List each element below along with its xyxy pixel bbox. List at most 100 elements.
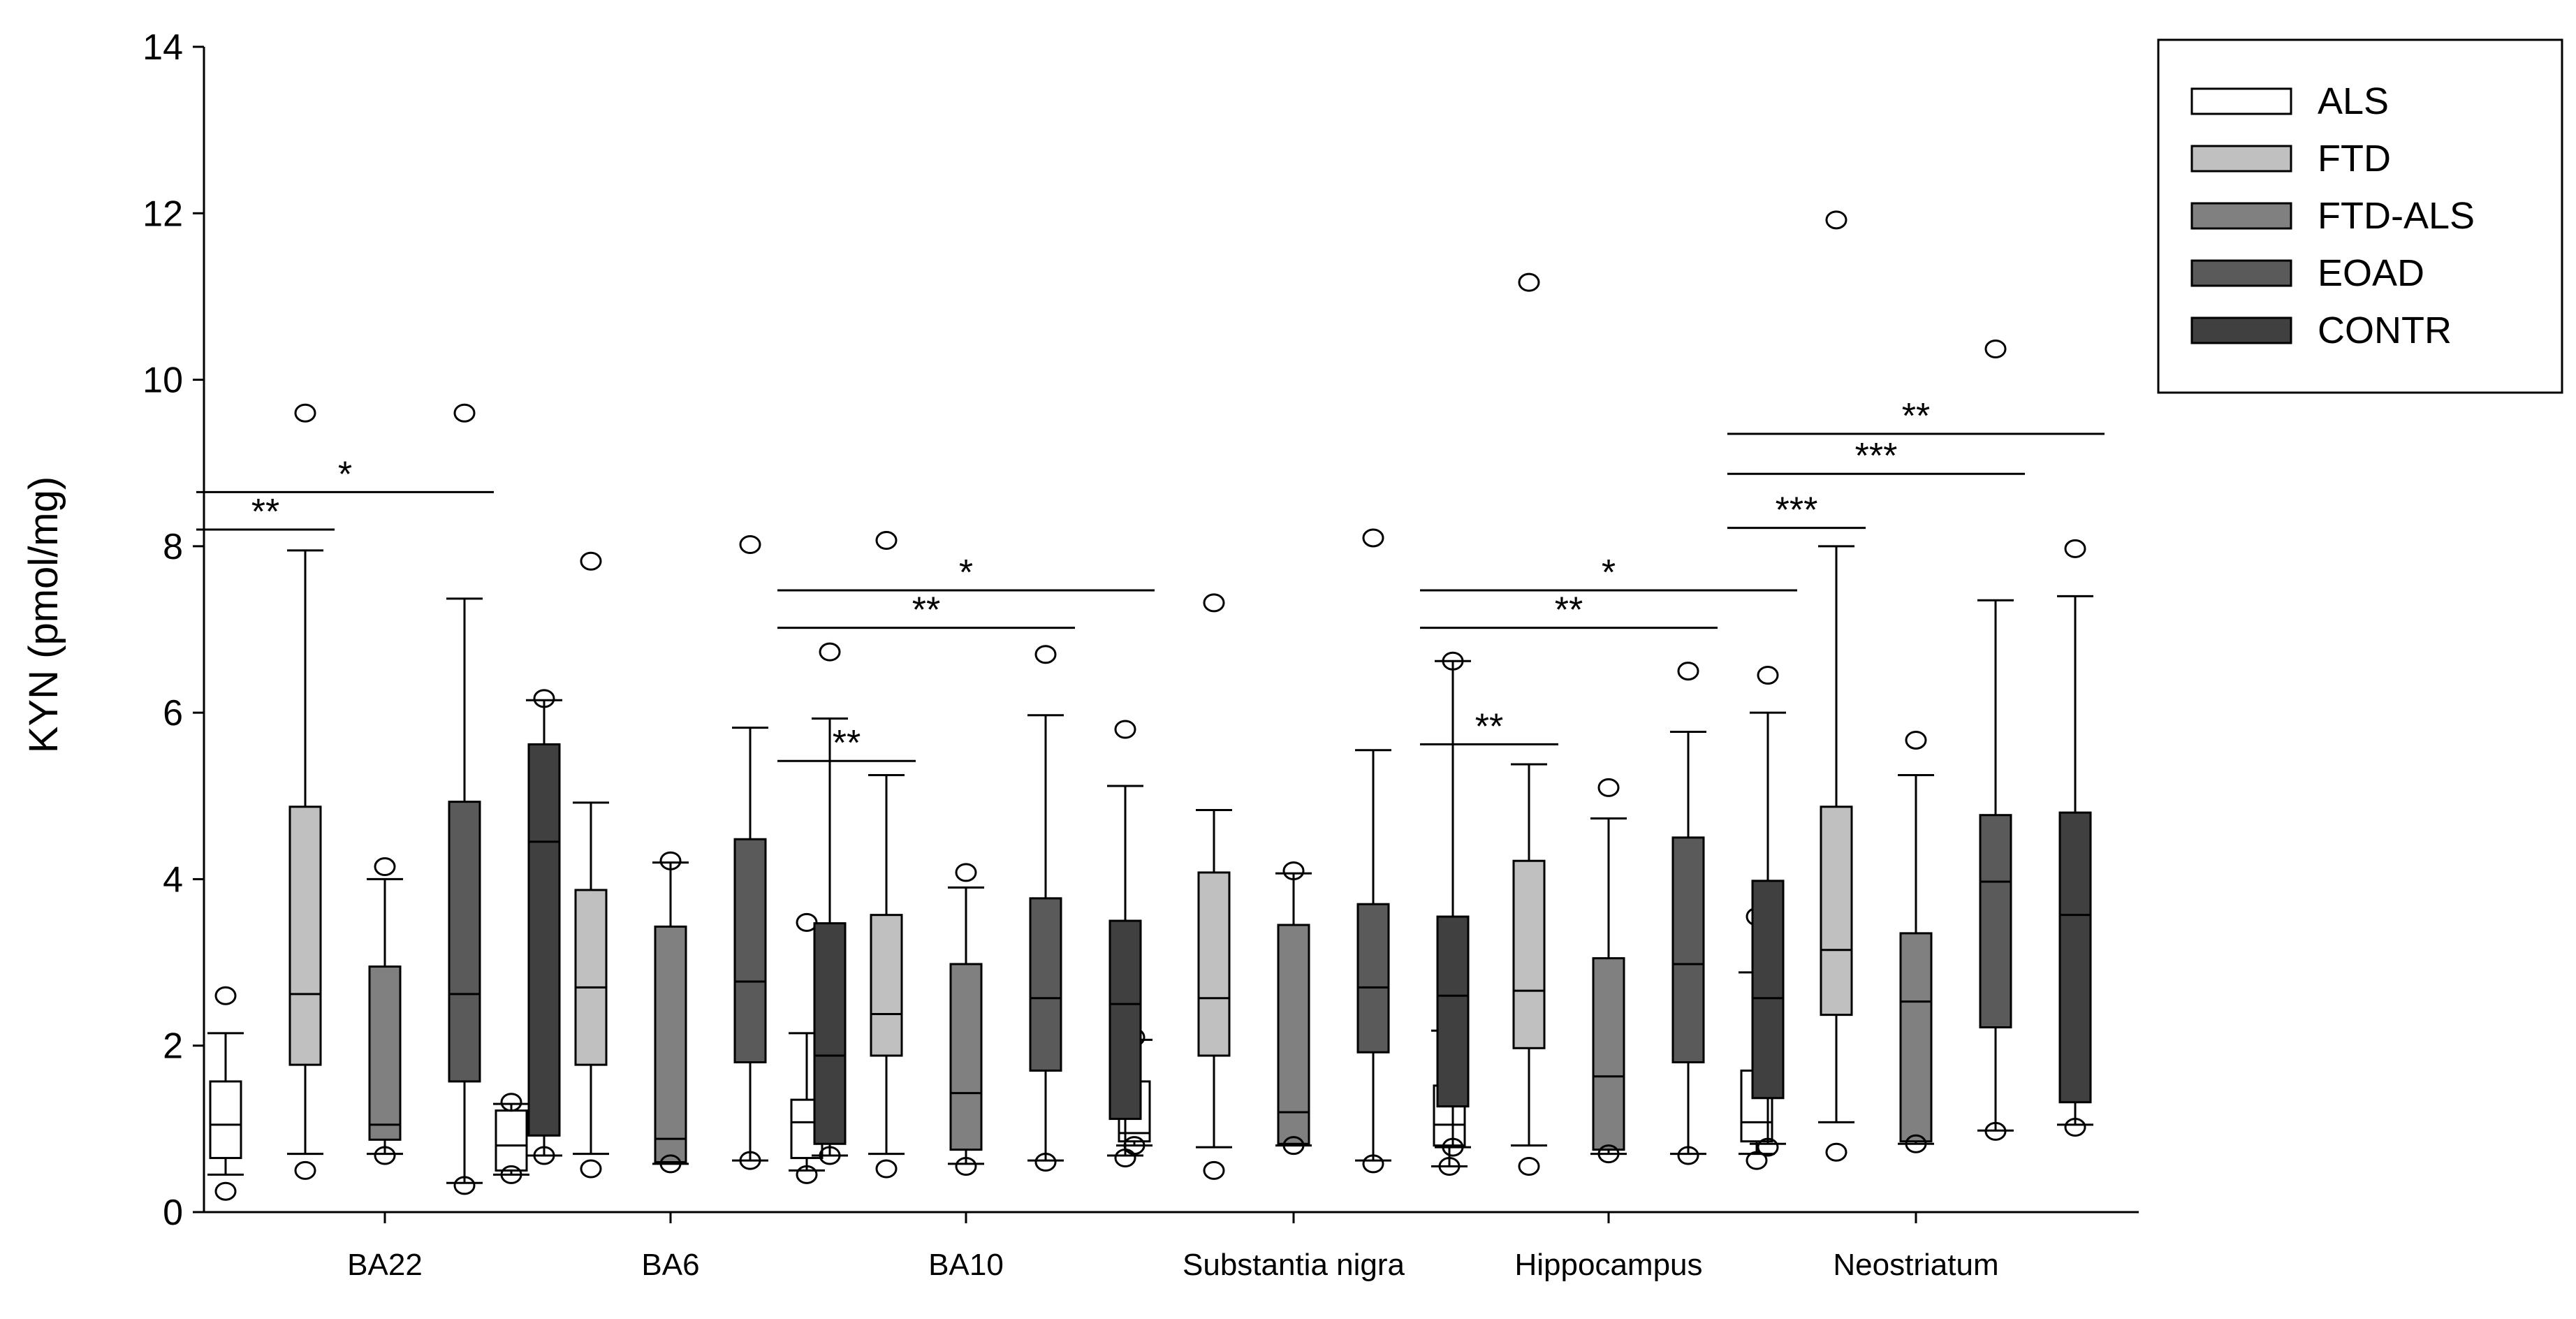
outlier-point [533, 1146, 555, 1165]
outlier-point [1114, 720, 1136, 739]
outlier-point [739, 1151, 761, 1170]
box-contr [1750, 666, 1786, 1157]
outlier-point [214, 1181, 237, 1201]
box-iqr [1108, 919, 1142, 1121]
box-iqr [1512, 859, 1546, 1049]
y-tick-label: 8 [163, 527, 183, 567]
legend-swatch-contr [2190, 316, 2292, 344]
box-iqr [1277, 924, 1310, 1145]
box-eoad [732, 534, 768, 1170]
outlier-point [2064, 539, 2086, 558]
outlier-point [659, 1154, 682, 1174]
legend-label-als: ALS [2318, 80, 2389, 122]
box-ftd [868, 531, 905, 1179]
box-iqr [574, 889, 608, 1066]
box-eoad [1027, 645, 1064, 1172]
significance-label: ** [1555, 590, 1583, 631]
box-als [493, 1093, 529, 1184]
y-tick-label: 2 [163, 1026, 183, 1067]
box-ftd [1511, 272, 1547, 1176]
box-eoad [1355, 528, 1391, 1174]
outlier-point [1905, 1134, 1927, 1153]
legend-swatch-als [2190, 87, 2292, 115]
box-iqr [1436, 915, 1470, 1108]
legend-label-ftd-als: FTD-ALS [2318, 195, 2475, 237]
x-tick-label: Substantia nigra [1183, 1248, 1405, 1282]
outlier-point [1825, 1142, 1847, 1162]
box-als [207, 986, 244, 1201]
box-iqr [1029, 897, 1062, 1072]
box-iqr [368, 965, 402, 1141]
box-contr [1435, 651, 1471, 1157]
outlier-point [580, 551, 602, 571]
outlier-point [1825, 210, 1847, 230]
legend-swatch-ftd [2190, 145, 2292, 173]
outlier-point [955, 863, 977, 882]
significance-label: ** [1902, 396, 1930, 437]
y-tick-label: 4 [163, 859, 183, 900]
outlier-point [796, 1165, 818, 1184]
box-ftd [287, 403, 323, 1180]
outlier-point [1442, 651, 1464, 671]
outlier-point [580, 1159, 602, 1179]
box-iqr [1751, 880, 1785, 1100]
y-tick-label: 12 [142, 194, 183, 234]
significance-label: * [959, 553, 973, 593]
significance-label: ** [833, 723, 861, 764]
outlier-point [1034, 1153, 1057, 1172]
x-tick-label: BA6 [641, 1248, 699, 1282]
box-ftd-als [1590, 778, 1627, 1164]
outlier-point [1114, 1149, 1136, 1168]
significance-label: * [338, 454, 352, 495]
box-eoad [1977, 339, 2014, 1141]
box-iqr [813, 922, 847, 1145]
significance-label: ** [251, 492, 279, 532]
y-tick-label: 6 [163, 693, 183, 734]
significance-label: ** [1475, 706, 1503, 747]
outlier-point [453, 403, 476, 423]
x-tick-label: BA10 [928, 1248, 1004, 1282]
box-iqr [527, 743, 561, 1137]
outlier-point [294, 403, 316, 423]
outlier-point [1597, 1144, 1620, 1164]
outlier-point [2064, 1117, 2086, 1137]
outlier-point [1438, 1156, 1461, 1176]
outlier-point [1677, 662, 1699, 681]
box-eoad [446, 403, 483, 1195]
box-ftd [1818, 210, 1854, 1162]
outlier-point [533, 689, 555, 708]
outlier-point [374, 857, 396, 877]
box-iqr [870, 914, 903, 1057]
outlier-point [1034, 645, 1057, 664]
outlier-point [1905, 730, 1927, 750]
outlier-point [1746, 1151, 1768, 1170]
box-ftd-als [367, 857, 403, 1165]
legend-swatch-eoad [2190, 259, 2292, 287]
box-iqr [1979, 814, 2012, 1029]
box-contr [1107, 720, 1143, 1168]
outlier-point [214, 986, 237, 1005]
box-iqr [733, 838, 767, 1064]
outlier-point [1362, 528, 1384, 548]
box-iqr [1899, 932, 1933, 1143]
outlier-point [819, 1146, 841, 1165]
box-eoad [1670, 662, 1706, 1165]
outlier-point [875, 1159, 898, 1179]
outlier-point [1597, 778, 1620, 797]
x-tick-label: Neostriatum [1833, 1248, 1998, 1282]
outlier-point [1282, 1136, 1305, 1156]
outlier-point [659, 851, 682, 870]
box-ftd-als [1275, 861, 1312, 1156]
y-tick-label: 14 [142, 27, 183, 68]
legend: ALS FTD FTD-ALS EOAD CONTR [2157, 38, 2563, 394]
outlier-point [955, 1156, 977, 1176]
outlier-point [1203, 593, 1225, 613]
outlier-point [294, 1160, 316, 1180]
outlier-point [1518, 1156, 1540, 1176]
box-iqr [209, 1080, 242, 1160]
significance-annotations: ********************* [196, 396, 2105, 764]
x-tick-label: Hippocampus [1514, 1248, 1702, 1282]
plot-area [207, 210, 2093, 1201]
outlier-point [453, 1176, 476, 1195]
box-iqr [949, 963, 983, 1151]
